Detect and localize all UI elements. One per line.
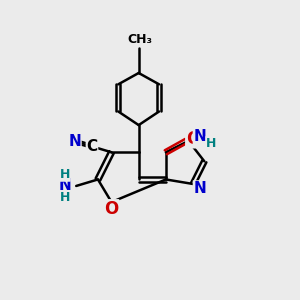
- Text: H: H: [206, 137, 216, 150]
- Text: N: N: [58, 178, 71, 194]
- Text: N: N: [194, 181, 206, 196]
- Text: CH₃: CH₃: [127, 32, 152, 46]
- Text: H: H: [60, 191, 70, 204]
- Text: H: H: [60, 168, 70, 181]
- Text: C: C: [86, 139, 98, 154]
- Text: O: O: [186, 130, 200, 148]
- Text: O: O: [104, 200, 118, 218]
- Text: N: N: [194, 129, 206, 144]
- Text: N: N: [68, 134, 81, 149]
